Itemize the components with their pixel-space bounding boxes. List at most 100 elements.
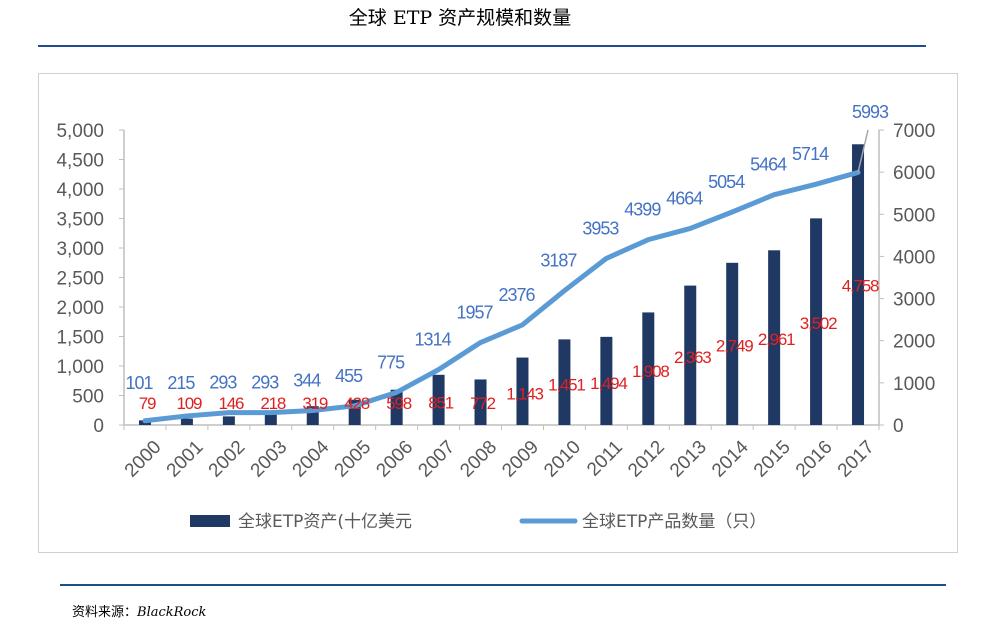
x-tick-label: 2001 — [163, 437, 208, 482]
line-data-label: 215 — [167, 373, 195, 393]
x-tick-label: 2014 — [708, 436, 753, 481]
left-tick-label: 1,500 — [56, 328, 104, 349]
bar-data-label: 109 — [177, 394, 203, 413]
x-tick-label: 2012 — [624, 437, 669, 482]
bar-data-label: 218 — [260, 394, 286, 413]
bar-data-label: 319 — [302, 394, 328, 413]
line-data-label: 3187 — [540, 251, 577, 271]
bar-data-label: 1,908 — [632, 362, 669, 381]
line-data-label: 2376 — [498, 285, 535, 305]
legend-bar-label: 全球ETP资产(十亿美元 — [238, 512, 412, 532]
x-tick-label: 2010 — [540, 437, 585, 482]
x-tick-label: 2003 — [247, 437, 292, 482]
x-tick-label: 2013 — [666, 437, 711, 482]
left-tick-label: 1,000 — [56, 357, 104, 378]
line-series — [142, 169, 861, 424]
bar-data-label: 598 — [386, 394, 412, 413]
source-label: 资料来源： — [72, 605, 138, 620]
line-data-label: 4399 — [624, 200, 661, 220]
right-tick-label: 3000 — [893, 290, 935, 311]
line-data-label: 455 — [335, 366, 363, 386]
bar-data-label: 1,451 — [548, 375, 585, 394]
line-data-label: 775 — [377, 352, 405, 372]
left-tick-label: 4,000 — [56, 180, 104, 201]
right-tick-label: 6000 — [893, 163, 935, 184]
left-tick-label: 2,000 — [56, 298, 104, 319]
left-tick-label: 3,500 — [56, 210, 104, 231]
bar — [684, 285, 697, 425]
line-data-label: 4664 — [666, 188, 703, 208]
x-tick-label: 2007 — [414, 437, 459, 482]
line-data-label: 101 — [125, 373, 153, 393]
x-tick-label: 2006 — [372, 437, 417, 482]
line-data-label: 5993 — [852, 102, 889, 122]
left-tick-label: 2,500 — [56, 269, 104, 290]
title-rule — [38, 45, 926, 47]
footer-rule — [60, 584, 946, 586]
x-tick-label: 2005 — [331, 437, 376, 482]
left-tick-label: 3,000 — [56, 239, 104, 260]
leader-line — [857, 129, 869, 173]
line-data-label: 344 — [293, 371, 321, 391]
source-note: 资料来源：BlackRock — [72, 601, 206, 620]
bar — [852, 144, 865, 425]
line-data-label: 293 — [251, 373, 279, 393]
bar-data-label: 2,363 — [674, 348, 711, 367]
bar — [264, 412, 277, 425]
bar — [642, 312, 655, 425]
line-data-label: 293 — [209, 373, 237, 393]
x-tick-label: 2004 — [289, 436, 334, 481]
right-tick-label: 5000 — [893, 205, 935, 226]
line-data-label: 5464 — [750, 155, 787, 175]
bar — [600, 336, 613, 425]
bar-data-label: 1,494 — [590, 374, 627, 393]
line-data-label: 1957 — [457, 303, 494, 323]
line-data-label: 3953 — [582, 218, 619, 238]
x-tick-label: 2016 — [792, 437, 837, 482]
line-data-label: 5054 — [708, 172, 745, 192]
x-tick-label: 2009 — [498, 437, 543, 482]
left-tick-label: 5,000 — [56, 121, 104, 142]
bar-data-label: 851 — [428, 393, 454, 412]
right-tick-label: 1000 — [893, 374, 935, 395]
page-title: 全球 ETP 资产规模和数量 — [348, 7, 572, 29]
left-tick-label: 500 — [72, 387, 104, 408]
right-tick-label: 7000 — [893, 121, 935, 142]
chart-frame — [38, 73, 958, 553]
right-tick-label: 4000 — [893, 247, 935, 268]
bar-data-label: 428 — [344, 394, 370, 413]
bar — [768, 250, 781, 425]
bar — [432, 374, 445, 425]
bar — [726, 262, 739, 425]
x-tick-label: 2008 — [456, 437, 501, 482]
bar — [558, 339, 571, 425]
legend-bar-swatch — [190, 515, 230, 527]
x-tick-label: 2000 — [121, 437, 166, 482]
bar — [810, 218, 823, 425]
bar — [474, 379, 487, 425]
bar-data-label: 772 — [470, 394, 496, 413]
bar-data-label: 4,758 — [842, 276, 879, 295]
bar-data-label: 2,749 — [716, 337, 753, 356]
bar-data-label: 2,961 — [758, 330, 795, 349]
x-tick-label: 2017 — [834, 437, 879, 482]
line-data-label: 5714 — [792, 144, 829, 164]
bar — [390, 389, 403, 425]
bar-data-label: 79 — [139, 394, 156, 413]
x-tick-label: 2011 — [583, 437, 627, 481]
left-tick-label: 4,500 — [56, 151, 104, 172]
x-tick-label: 2002 — [205, 437, 250, 482]
legend-line-label: 全球ETP产品数量（只） — [582, 512, 766, 532]
bar-data-label: 1,143 — [506, 385, 543, 404]
right-tick-label: 2000 — [893, 332, 935, 353]
bar-data-label: 3,502 — [800, 314, 837, 333]
x-tick-label: 2015 — [750, 437, 795, 482]
bar — [222, 416, 235, 425]
source-name: BlackRock — [137, 605, 207, 620]
right-tick-label: 0 — [893, 416, 904, 437]
bar-data-label: 146 — [218, 394, 244, 413]
line-data-label: 1314 — [415, 330, 452, 350]
left-tick-label: 0 — [93, 416, 104, 437]
bar — [516, 357, 529, 425]
